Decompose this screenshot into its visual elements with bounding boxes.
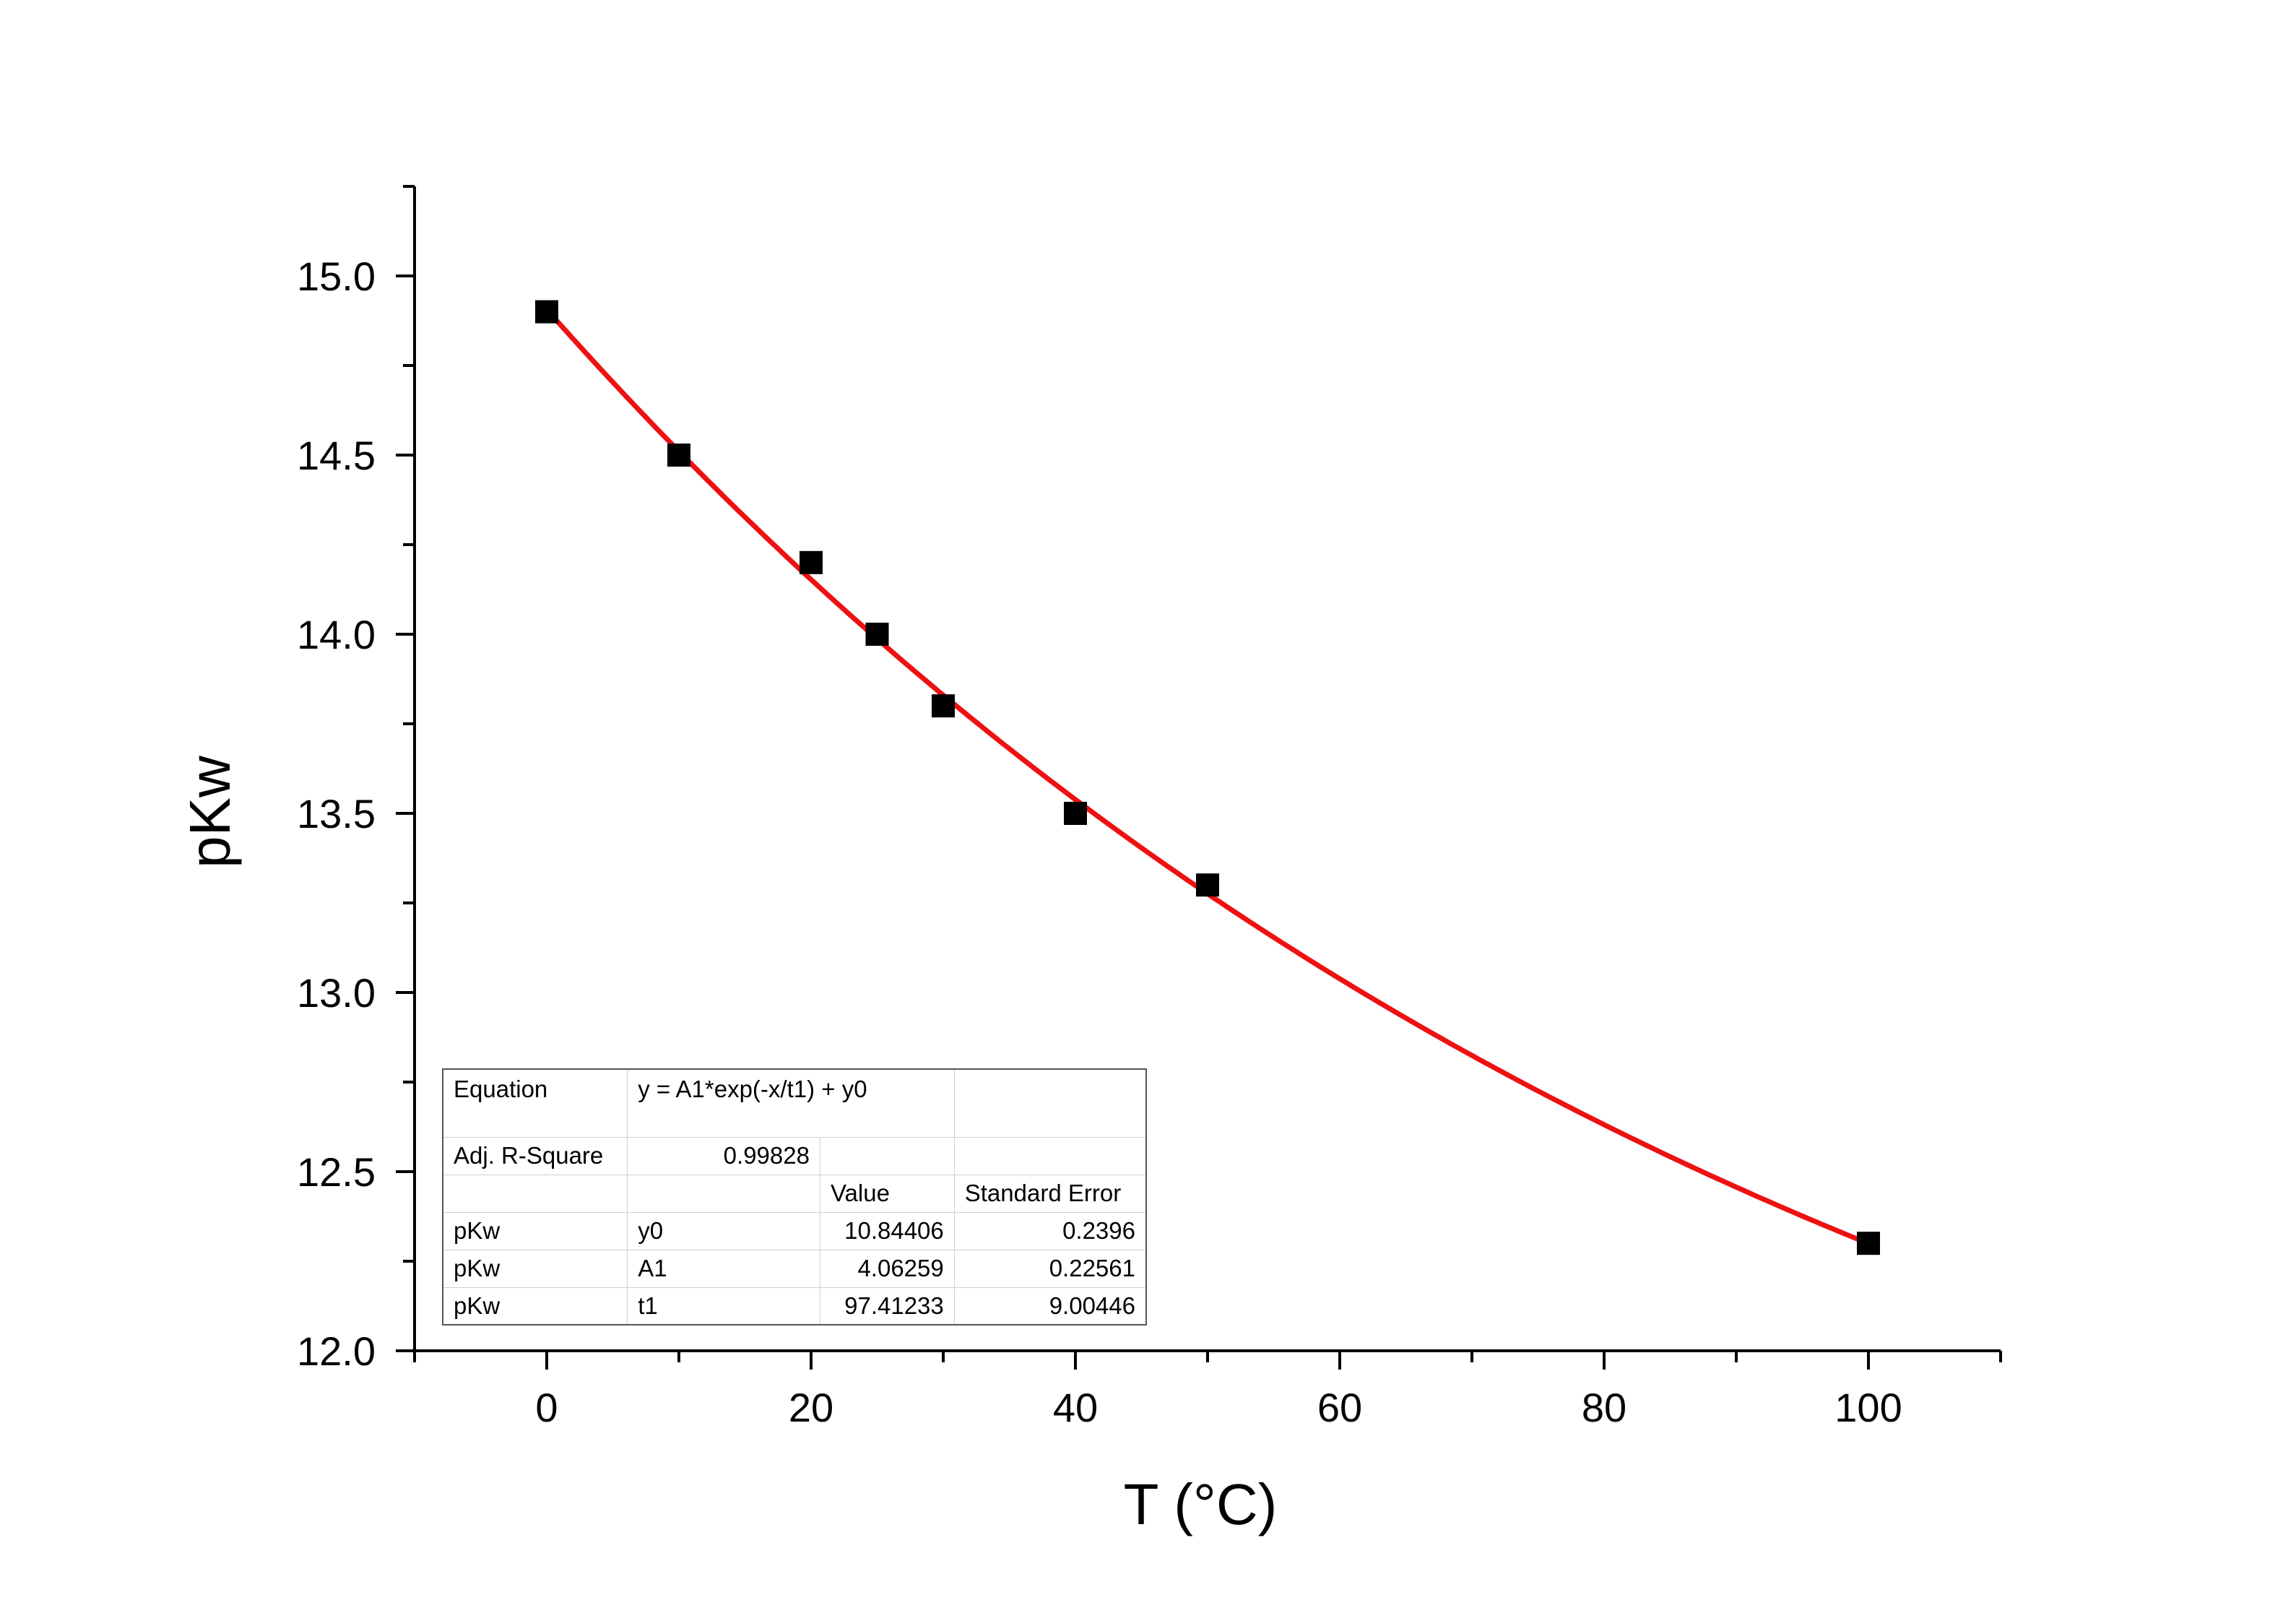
data-point	[535, 300, 558, 324]
data-point	[1857, 1232, 1880, 1255]
empty-cell	[442, 1174, 628, 1213]
param-value: 97.41233	[819, 1287, 955, 1326]
x-tick-label: 40	[1053, 1385, 1098, 1430]
empty-cell	[953, 1068, 1147, 1138]
std-error-header: Standard Error	[953, 1174, 1147, 1213]
param-row: pKw t1 97.41233 9.00446	[442, 1287, 1147, 1326]
param-std-error: 9.00446	[953, 1287, 1147, 1326]
x-tick-label: 20	[789, 1385, 833, 1430]
param-name: A1	[627, 1249, 820, 1288]
param-std-error: 0.22561	[953, 1249, 1147, 1288]
param-dataset: pKw	[442, 1287, 628, 1326]
param-value: 4.06259	[819, 1249, 955, 1288]
param-value: 10.84406	[819, 1211, 955, 1250]
x-tick-label: 100	[1834, 1385, 1902, 1430]
x-tick-label: 0	[535, 1385, 558, 1430]
y-tick-label: 12.5	[297, 1149, 376, 1195]
data-points	[535, 300, 1880, 1255]
adj-r-square-label: Adj. R-Square	[442, 1136, 628, 1175]
x-tick-label: 80	[1582, 1385, 1626, 1430]
header-row: Value Standard Error	[442, 1174, 1147, 1213]
data-point	[667, 444, 690, 467]
param-row: pKw A1 4.06259 0.22561	[442, 1249, 1147, 1288]
param-dataset: pKw	[442, 1249, 628, 1288]
empty-cell	[953, 1136, 1147, 1175]
y-axis-title: pKw	[178, 756, 242, 868]
equation-value: y = A1*exp(-x/t1) + y0	[627, 1068, 955, 1138]
param-name: t1	[627, 1287, 820, 1326]
empty-cell	[819, 1136, 955, 1175]
data-point	[865, 623, 889, 646]
value-header: Value	[819, 1174, 955, 1213]
equation-row: Equation y = A1*exp(-x/t1) + y0	[442, 1068, 1147, 1138]
y-tick-label: 15.0	[297, 254, 376, 299]
equation-label: Equation	[442, 1068, 628, 1138]
axes: 0 20 40 60 80 100 12.0 12.5 13.0 13.5 14.0 14.5 15.0	[297, 185, 2002, 1430]
x-axis-title: T (°C)	[1124, 1472, 1278, 1536]
y-tick-label: 13.0	[297, 970, 376, 1016]
param-std-error: 0.2396	[953, 1211, 1147, 1250]
param-dataset: pKw	[442, 1211, 628, 1250]
y-tick-label: 13.5	[297, 791, 376, 836]
fit-results-table: Equation y = A1*exp(-x/t1) + y0 Adj. R-S…	[442, 1068, 1147, 1326]
data-point	[1196, 873, 1219, 897]
adj-r-square-row: Adj. R-Square 0.99828	[442, 1136, 1147, 1175]
param-name: y0	[627, 1211, 820, 1250]
y-tick-label: 14.5	[297, 433, 376, 478]
y-tick-label: 14.0	[297, 612, 376, 657]
data-point	[932, 694, 955, 718]
data-point	[1064, 802, 1087, 825]
data-point	[800, 550, 823, 574]
param-row: pKw y0 10.84406 0.2396	[442, 1211, 1147, 1250]
y-tick-label: 12.0	[297, 1328, 376, 1374]
empty-cell	[627, 1174, 820, 1213]
adj-r-square-value: 0.99828	[627, 1136, 820, 1175]
x-tick-label: 60	[1317, 1385, 1362, 1430]
